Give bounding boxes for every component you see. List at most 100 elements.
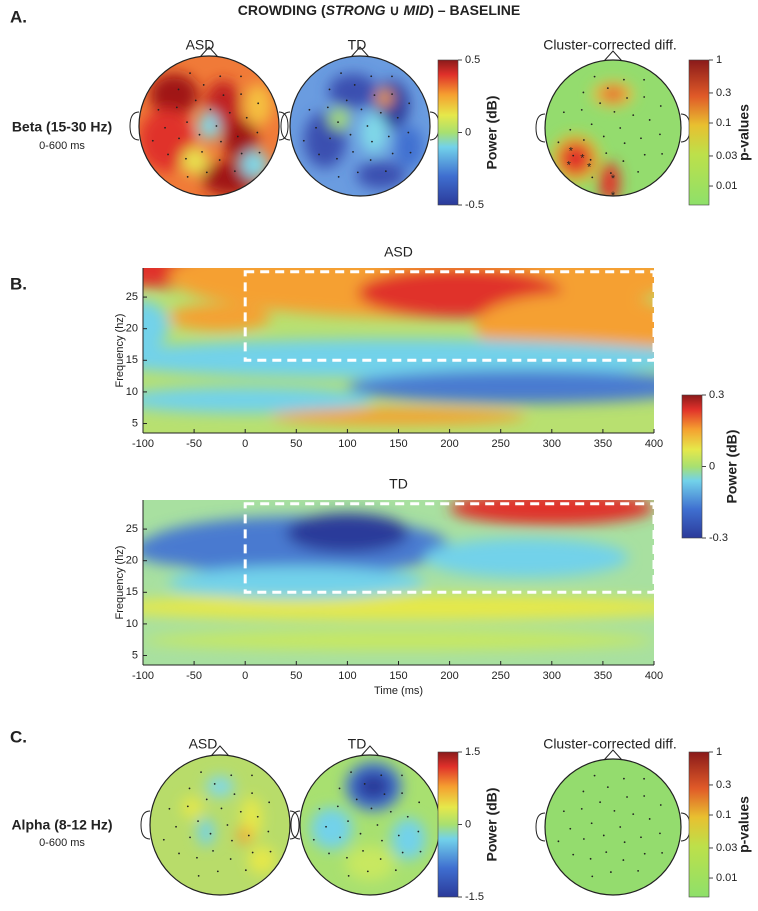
- electrode: [609, 172, 612, 174]
- electrode: [337, 121, 339, 124]
- scalp-blobs: [181, 776, 276, 874]
- y-tick-label: 10: [126, 618, 138, 630]
- electrode: [258, 151, 261, 154]
- electrode: [355, 798, 358, 801]
- colorbar-tick-label: -0.3: [709, 532, 728, 544]
- electrode: [200, 771, 202, 774]
- electrode: [376, 824, 379, 826]
- scalp-blob: [360, 112, 388, 154]
- electrode: [177, 88, 180, 91]
- x-tick-label: -50: [186, 438, 202, 450]
- scalp-outline: [149, 754, 291, 896]
- electrode: [384, 170, 387, 173]
- electrode: [189, 836, 191, 839]
- electrode: [582, 139, 585, 141]
- colorbar-tick-label: 0.3: [716, 779, 731, 791]
- electrode: [602, 135, 605, 138]
- electrode: [591, 176, 594, 179]
- electrode: [347, 820, 349, 823]
- electrode: [580, 807, 583, 810]
- electrode: [185, 157, 187, 160]
- electrode: [643, 153, 646, 156]
- electrode: [328, 88, 331, 91]
- electrode: [407, 131, 410, 134]
- electrode: [209, 108, 212, 111]
- colorbar-tick-label: 0: [465, 126, 471, 138]
- sig-star: *: [587, 161, 592, 173]
- scalp-base: [545, 759, 681, 895]
- electrode: [308, 108, 311, 111]
- electrode: [582, 91, 585, 94]
- scalp-outline: [289, 55, 431, 197]
- ear: [535, 113, 546, 143]
- sig-star: *: [611, 173, 616, 185]
- electrode: [175, 825, 177, 828]
- electrode: [245, 116, 248, 119]
- x-tick-label: 200: [440, 670, 458, 682]
- electrode: [346, 856, 348, 859]
- scalp-map: [290, 56, 430, 196]
- electrode: [391, 75, 393, 78]
- electrode: [557, 141, 560, 144]
- nose: [360, 745, 380, 757]
- electrode: [370, 807, 373, 810]
- ear: [429, 111, 440, 141]
- electrode: [336, 805, 339, 808]
- colorbar-tick-label: 0.3: [716, 87, 731, 99]
- x-tick-label: 350: [594, 670, 612, 682]
- band-label: Alpha (8-12 Hz): [11, 817, 112, 833]
- electrode: [251, 774, 253, 777]
- colorbar-tick-label: 1: [716, 54, 722, 66]
- electrode: [661, 851, 663, 854]
- colorbar: [681, 394, 703, 539]
- x-tick-label: 150: [389, 670, 407, 682]
- electrode: [236, 135, 239, 138]
- electrode: [220, 140, 222, 143]
- electrode: [369, 159, 372, 161]
- electrode: [251, 851, 254, 854]
- tf-blob: [286, 513, 409, 553]
- electrode: [257, 102, 260, 105]
- electrode: [387, 135, 390, 138]
- x-tick-label: 350: [594, 438, 612, 450]
- electrode: [240, 75, 242, 78]
- electrode: [389, 810, 392, 813]
- scalp-blob: [223, 119, 258, 161]
- electrode: [251, 792, 253, 795]
- tf-blob: [143, 301, 169, 351]
- ear: [140, 810, 151, 840]
- scalp-blob: [310, 807, 353, 850]
- electrode: [648, 119, 651, 121]
- electrode: [659, 105, 662, 107]
- tf-blob: [168, 304, 271, 331]
- sig-star: *: [611, 190, 616, 202]
- scalp-blob: [244, 84, 272, 126]
- electrode: [572, 154, 575, 157]
- electrode: [219, 75, 222, 78]
- electrode: [626, 796, 628, 798]
- scalp-map: [545, 759, 681, 895]
- ear: [535, 812, 546, 842]
- electrode: [326, 106, 329, 109]
- electrode: [363, 783, 366, 785]
- x-tick-label: 300: [543, 670, 561, 682]
- electrode: [409, 151, 412, 154]
- electrode: [256, 131, 259, 134]
- electrode: [606, 87, 609, 90]
- electrode: [347, 874, 350, 877]
- scalp-blob: [328, 73, 378, 109]
- electrode: [339, 836, 341, 839]
- electrode: [557, 840, 560, 843]
- highlight-box: [243, 270, 656, 362]
- electrode: [391, 152, 394, 155]
- colorbar-label: Power (dB): [484, 788, 500, 862]
- nose: [603, 749, 623, 761]
- tf-blob: [168, 566, 425, 599]
- scalp-blob: [181, 797, 203, 818]
- y-tick-label: 20: [126, 555, 138, 567]
- electrode: [302, 139, 305, 142]
- electrode: [233, 170, 236, 173]
- colorbar: [688, 59, 710, 206]
- electrode: [605, 851, 608, 854]
